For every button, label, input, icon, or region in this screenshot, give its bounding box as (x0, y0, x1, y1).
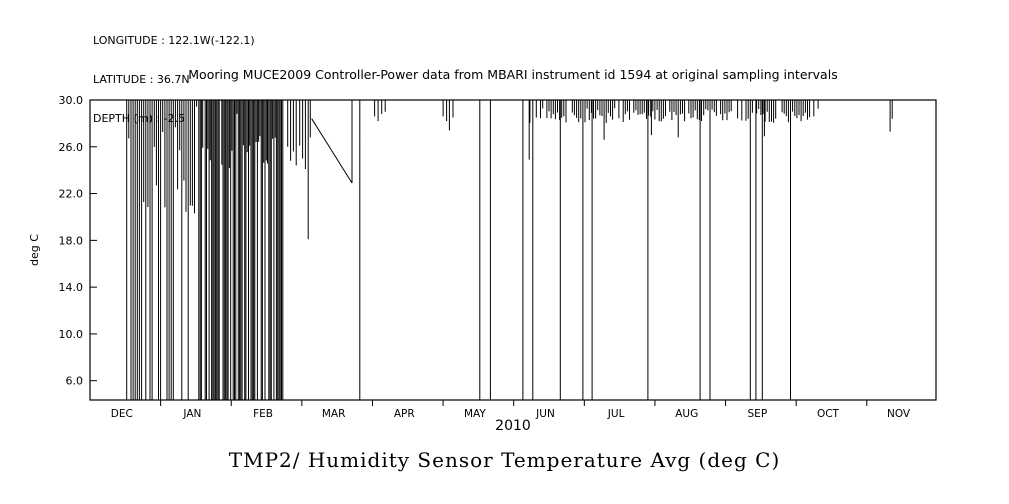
month-label: AUG (675, 408, 698, 420)
chart-title: Mooring MUCE2009 Controller-Power data f… (188, 67, 838, 82)
y-axis-label: deg C (28, 234, 41, 266)
y-tick-label: 26.0 (59, 141, 84, 154)
y-tick-label: 14.0 (59, 281, 84, 294)
y-tick-label: 18.0 (59, 234, 84, 247)
x-axis-year-label: 2010 (495, 418, 531, 434)
month-label: MAR (322, 408, 346, 420)
month-label: OCT (817, 408, 840, 420)
y-tick-label: 6.0 (66, 375, 84, 388)
axis-box (89, 99, 937, 401)
latitude-label: LATITUDE : 36.7N (93, 73, 190, 86)
y-tick-label: 10.0 (59, 328, 84, 341)
month-label: SEP (748, 408, 768, 420)
y-tick-label: 22.0 (59, 188, 84, 201)
data-series (126, 100, 893, 400)
month-label: FEB (253, 408, 273, 420)
chart-caption: TMP2/ Humidity Sensor Temperature Avg (d… (228, 448, 781, 472)
month-label: DEC (111, 408, 133, 420)
month-label: MAY (464, 408, 486, 420)
month-label: JUL (607, 408, 625, 420)
month-label: APR (394, 408, 415, 420)
longitude-label: LONGITUDE : 122.1W(-122.1) (93, 34, 255, 47)
month-label: NOV (887, 408, 911, 420)
month-label: JUN (535, 408, 555, 420)
month-label: JAN (182, 408, 201, 420)
y-tick-label: 30.0 (59, 94, 84, 107)
